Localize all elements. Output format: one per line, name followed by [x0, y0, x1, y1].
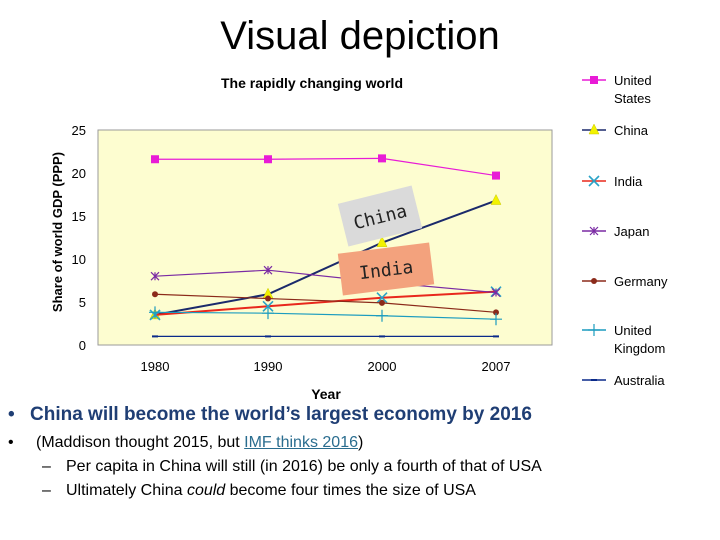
annotation-india: India — [337, 242, 435, 296]
legend-item-china: China — [582, 123, 649, 138]
y-tick-label: 25 — [72, 123, 86, 138]
series-line-united-kingdom — [154, 311, 497, 320]
series-line-united-states — [155, 157, 497, 177]
legend-label: Australia — [614, 373, 665, 388]
series-line-germany — [154, 293, 497, 313]
sub-bullet-2-post: become four times the size of USA — [225, 482, 476, 499]
legend-marker-china — [588, 123, 600, 135]
chart-title: The rapidly changing world — [221, 75, 403, 91]
legend-item-united-kingdom: United Kingdom — [582, 323, 665, 356]
point-australia — [493, 335, 499, 338]
sub-bullet-1: – Per capita in China will still (in 2016… — [42, 458, 542, 475]
point-united-kingdom — [376, 309, 388, 322]
point-japan — [491, 288, 501, 297]
legend-label: United — [614, 73, 652, 88]
point-japan — [263, 265, 273, 275]
legend-label: China — [614, 123, 649, 138]
point-australia — [379, 335, 385, 338]
legend-item-india: India — [582, 174, 643, 189]
point-germany — [379, 299, 385, 306]
legend-item-germany: Germany — [582, 274, 668, 289]
point-germany — [265, 295, 271, 302]
point-united-states — [492, 171, 500, 180]
y-tick-label: 15 — [72, 209, 86, 224]
point-india — [376, 292, 388, 304]
y-axis-title: Share of world GDP (PPP) — [50, 152, 65, 312]
annotation-box — [337, 242, 435, 296]
point-united-kingdom — [490, 313, 502, 326]
legend-marker-india — [588, 175, 600, 187]
sub-bullet-2-em: could — [186, 482, 226, 499]
series-line-japan — [154, 269, 497, 294]
legend-item-australia: Australia — [582, 373, 665, 388]
series-united-kingdom — [149, 306, 502, 326]
x-tick-label: 2007 — [482, 359, 511, 374]
legend-item-united-states: United States — [582, 73, 652, 106]
point-united-kingdom — [262, 307, 274, 320]
point-united-states — [264, 155, 272, 164]
point-china — [490, 193, 502, 205]
x-tick-label: 2000 — [368, 359, 397, 374]
sub-bullet-2-pre: Ultimately China — [66, 482, 187, 499]
bullet-second-post: ) — [357, 434, 364, 451]
annotation-box — [337, 185, 423, 247]
series-australia — [152, 335, 499, 338]
sub-bullet-1-text: Per capita in China will still (in 2016)… — [66, 458, 542, 475]
y-tick-label: 5 — [79, 295, 86, 310]
slide-title: Visual depiction — [220, 14, 500, 58]
bullet-second: • (Maddison thought 2015, but IMF thinks … — [8, 434, 364, 451]
point-germany — [493, 309, 499, 316]
y-tick-label: 10 — [72, 252, 86, 267]
point-australia — [152, 335, 158, 338]
legend-marker-germany — [591, 278, 597, 284]
legend-item-japan: Japan — [582, 224, 649, 239]
series-germany — [152, 291, 499, 316]
point-united-states — [378, 154, 386, 163]
point-united-states — [151, 155, 159, 164]
point-united-kingdom — [149, 306, 161, 319]
x-axis-title: Year — [311, 386, 341, 400]
line-chart: The rapidly changing world Share of worl… — [50, 73, 668, 400]
annotation-china: China — [337, 185, 423, 247]
legend-label: United — [614, 323, 652, 338]
series-line-india — [154, 290, 497, 316]
legend-marker-australia — [591, 379, 597, 381]
sub-bullet-2: – Ultimately China could become four time… — [42, 482, 476, 499]
point-japan — [150, 271, 160, 281]
imf-link[interactable]: IMF thinks 2016 — [244, 434, 358, 451]
series-united-states — [151, 154, 500, 180]
legend-label: Japan — [614, 224, 649, 239]
x-tick-label: 1980 — [141, 359, 170, 374]
legend-label: Germany — [614, 274, 668, 289]
series-line-china — [154, 199, 497, 316]
legend-marker-united-kingdom — [588, 324, 600, 336]
legend-label: India — [614, 174, 643, 189]
bullet-main: • China will become the world’s largest e… — [8, 404, 532, 425]
series-japan — [150, 265, 501, 297]
legend-label: States — [614, 91, 651, 106]
y-tick-label: 0 — [79, 338, 86, 353]
point-germany — [152, 291, 158, 298]
bullet-second-pre: (Maddison thought 2015, but — [36, 434, 245, 451]
plot-area — [97, 129, 553, 346]
bullet-main-text: China will become the world’s largest ec… — [30, 404, 532, 425]
point-china — [376, 236, 388, 247]
x-tick-label: 1990 — [254, 359, 283, 374]
legend-label: Kingdom — [614, 341, 665, 356]
point-australia — [265, 335, 271, 338]
y-tick-label: 20 — [72, 166, 86, 181]
point-india — [262, 300, 274, 312]
legend-marker-japan — [589, 226, 599, 236]
legend-marker-united-states — [590, 76, 598, 84]
